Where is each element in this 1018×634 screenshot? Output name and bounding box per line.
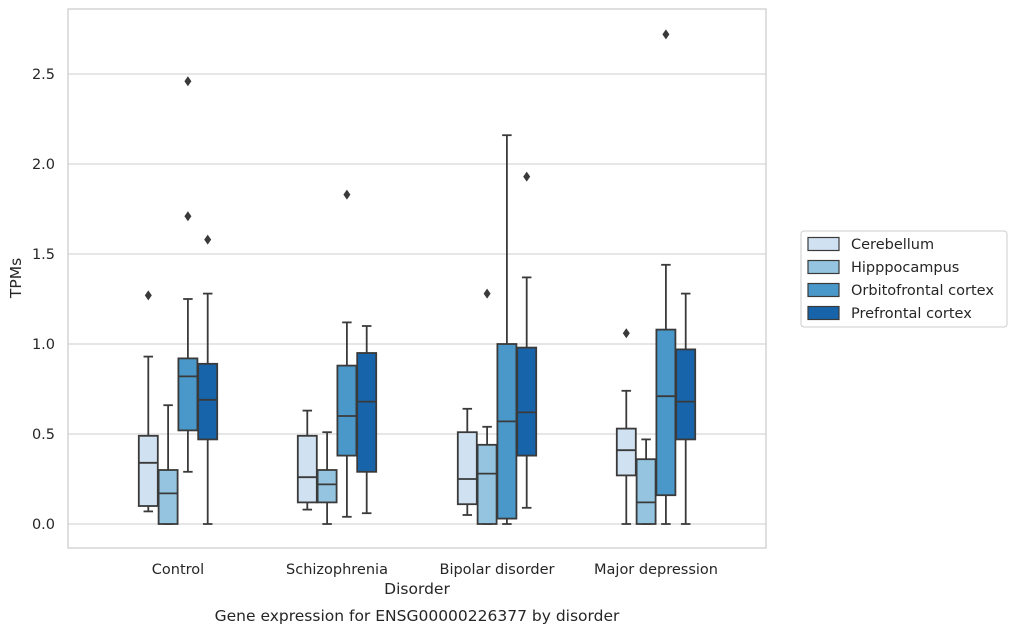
box-body (496, 343, 518, 520)
y-tick-label: 2.5 (32, 67, 55, 83)
y-tick-label: 0.0 (32, 517, 55, 533)
y-axis-ticks: 0.0 0.5 1.0 1.5 2.0 2.5 (32, 67, 55, 533)
outlier-point (184, 76, 192, 87)
box-body (177, 357, 199, 432)
chart-caption: Gene expression for ENSG00000226377 by d… (215, 607, 620, 625)
x-tick-label: Bipolar disorder (440, 562, 555, 578)
box (675, 292, 697, 525)
y-tick-label: 0.5 (32, 427, 55, 443)
outlier-point (204, 234, 212, 245)
legend-swatch (807, 282, 840, 298)
x-axis-label: Disorder (384, 580, 450, 598)
box (316, 431, 338, 525)
box (157, 404, 179, 525)
box (296, 409, 318, 511)
box (177, 76, 199, 473)
y-tick-label: 1.0 (32, 337, 55, 353)
box-body (197, 362, 219, 441)
box-body (296, 434, 318, 504)
box-body (356, 352, 378, 473)
legend-label: Prefrontal cortex (851, 306, 972, 322)
x-tick-label: Major depression (594, 562, 718, 578)
box-body (516, 346, 538, 457)
box (356, 325, 378, 515)
y-axis-label: TPMs (7, 258, 25, 299)
legend: Cerebellum Hipppocampus Orbitofrontal cort… (800, 230, 1008, 328)
legend-swatch (807, 305, 840, 321)
box (516, 171, 538, 509)
box-body (456, 431, 478, 506)
box-body (316, 469, 338, 504)
series-hipppocampus (157, 288, 657, 525)
box (456, 407, 478, 516)
legend-swatch (807, 236, 840, 252)
series-prefrontal-cortex (197, 171, 697, 525)
outlier-point (523, 171, 531, 182)
series-cerebellum (137, 290, 637, 525)
legend-frame (800, 230, 1008, 328)
box (336, 189, 358, 518)
box-body (615, 427, 637, 477)
box (615, 328, 637, 525)
box-body (157, 469, 179, 525)
box-body (476, 443, 498, 525)
x-tick-label: Schizophrenia (286, 562, 388, 578)
x-axis-ticks: Control Schizophrenia Bipolar disorder Majo… (152, 562, 718, 578)
x-tick-label: Control (152, 562, 204, 578)
box (655, 29, 677, 525)
series-orbitofrontal-cortex (177, 29, 677, 525)
outlier-point (144, 290, 152, 301)
box (137, 290, 159, 513)
y-tick-label: 2.0 (32, 157, 55, 173)
legend-label: Cerebellum (851, 237, 934, 253)
outlier-point (662, 29, 670, 40)
legend-label: Hipppocampus (851, 260, 959, 276)
plot-area-frame (67, 8, 767, 549)
box-series-layer (137, 29, 697, 525)
box (496, 134, 518, 525)
box (635, 438, 657, 525)
y-tick-label: 1.5 (32, 247, 55, 263)
box-body (336, 364, 358, 457)
legend-label: Orbitofrontal cortex (851, 283, 994, 299)
outlier-point (483, 288, 491, 299)
outlier-point (343, 189, 351, 200)
box-body (655, 328, 677, 497)
box-body (635, 458, 657, 525)
box-body (675, 348, 697, 441)
box-body (137, 434, 159, 507)
box (197, 234, 219, 525)
box (476, 288, 498, 525)
outlier-point (184, 211, 192, 222)
legend-swatch (807, 259, 840, 275)
outlier-point (622, 328, 630, 339)
